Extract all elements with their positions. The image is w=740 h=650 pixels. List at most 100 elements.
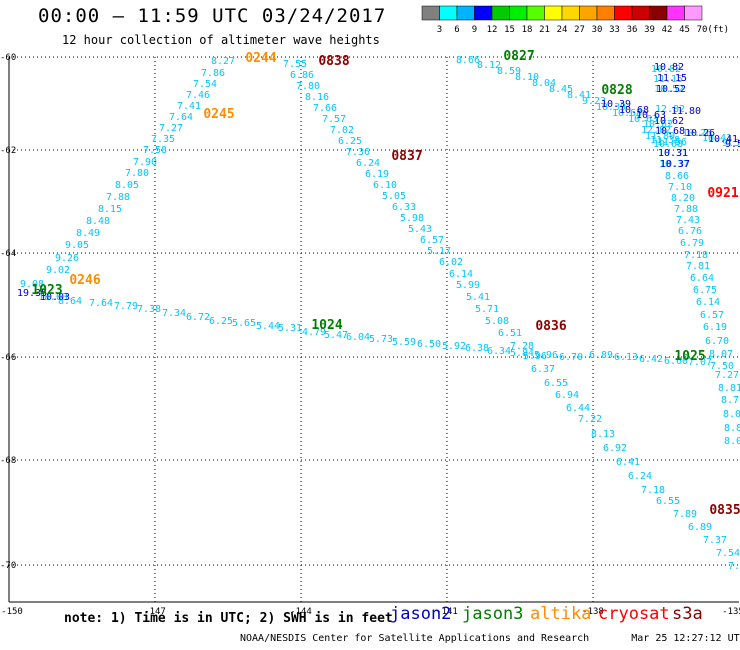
wave-height-value: 10.68 — [612, 108, 642, 119]
legend-label: 3 — [437, 25, 442, 35]
satellite-jason3: jason3 — [462, 604, 524, 624]
wave-height-value: 7.18 — [684, 250, 708, 261]
legend-label: 39 — [644, 25, 655, 35]
wave-height-value: 11.38 — [650, 135, 680, 146]
wave-height-value: 6.75 — [693, 285, 717, 296]
wave-height-value: 10.52 — [656, 84, 686, 95]
wave-height-value: 7.43 — [676, 215, 700, 226]
wave-height-value: 6.94 — [555, 390, 579, 401]
latitude-label: -62 — [0, 146, 16, 156]
wave-height-value: 7.66 — [313, 103, 337, 114]
wave-height-value: 7.36 — [346, 147, 370, 158]
wave-height-value: 6.19 — [703, 322, 727, 333]
wave-height-value: 7.90 — [133, 157, 157, 168]
wave-height-value: 5.96 — [534, 350, 558, 361]
pass-time-label: 0827 — [503, 49, 534, 64]
wave-height-value: 11.15 — [653, 74, 683, 85]
wave-height-value: 9.05 — [65, 240, 89, 251]
wave-height-value: 8.82 — [724, 423, 740, 434]
wave-height-value: 7.35 — [151, 134, 175, 145]
wave-height-value: 7.38 — [137, 304, 161, 315]
wave-height-value: 5.99 — [456, 280, 480, 291]
wave-height-value: 19.35 — [17, 288, 47, 299]
wave-height-value: 10.26 — [682, 128, 712, 139]
wave-height-value: 10.62 — [654, 116, 684, 127]
wave-height-value: 8.48 — [86, 216, 110, 227]
wave-height-value: 11.80 — [671, 106, 701, 117]
legend-label: 36 — [627, 25, 638, 35]
wave-height-value: 6.55 — [544, 378, 568, 389]
latitude-label: -70 — [0, 561, 16, 571]
wave-height-value: 5.65 — [232, 318, 256, 329]
latitude-label: -64 — [0, 249, 16, 259]
wave-height-color-legend: 3 6 9 12 15 18 21 24 27 30 33 36 39 42 45 70 (ft) — [421, 5, 729, 35]
wave-height-value: 8.13 — [591, 429, 615, 440]
wave-height-value: 5.41 — [466, 292, 490, 303]
wave-height-value: 7.64 — [89, 298, 113, 309]
wave-height-value: 8.07 — [709, 349, 733, 360]
wave-height-value: 5.44 — [256, 321, 280, 332]
wave-height-value: 5.59 — [392, 337, 416, 348]
satellite-s3a: s3a — [672, 604, 703, 624]
wave-height-value: 6.33 — [392, 202, 416, 213]
pass-time-label: 0837 — [391, 149, 422, 164]
pass-time-label: 0836 — [535, 319, 566, 334]
wave-height-value: 6.86 — [290, 70, 314, 81]
wave-height-value: 10.52 — [654, 84, 684, 95]
wave-height-value: 6.14 — [449, 269, 473, 280]
wave-height-value: 8.27 — [211, 56, 235, 67]
wave-height-value: 6.04 — [346, 332, 370, 343]
wave-height-value: 10.62 — [643, 119, 673, 130]
wave-height-value: 5.08 — [485, 316, 509, 327]
wave-height-value: 6.70 — [705, 336, 729, 347]
wave-height-value: 8.05 — [115, 180, 139, 191]
wave-height-value: 10.68 — [619, 105, 649, 116]
longitude-label: -138 — [582, 607, 604, 617]
wave-height-value: 8.59 — [497, 66, 521, 77]
wave-height-value: 10.82 — [654, 62, 684, 73]
wave-height-value: 6.25 — [338, 136, 362, 147]
wave-height-value: 5.84 — [510, 348, 534, 359]
wave-height-value: 7.27 — [715, 370, 739, 381]
wave-height-value: 10.03 — [40, 292, 70, 303]
satellite-cryosat: cryosat — [598, 604, 670, 624]
wave-height-value: 5.47 — [324, 330, 348, 341]
pass-time-label: 1024 — [311, 318, 342, 333]
wave-height-value: 9.26 — [55, 253, 79, 264]
wave-height-value: 6.24 — [628, 471, 652, 482]
wave-height-value: 10.03 — [38, 292, 68, 303]
wave-height-value: 7.07 — [688, 357, 712, 368]
wave-height-value: 8.10 — [515, 72, 539, 83]
wave-height-value: 8.12 — [477, 60, 501, 71]
wave-height-value: 10.68 — [655, 126, 685, 137]
wave-height-value: 7.88 — [106, 192, 130, 203]
wave-height-value: 6.50 — [417, 339, 441, 350]
wave-height-value: 6.41 — [616, 457, 640, 468]
pass-time-label: 0244 — [245, 51, 276, 66]
wave-height-value: 10.39 — [601, 99, 631, 110]
wave-height-value: 6.89 — [589, 350, 613, 361]
wave-height-value: 8.64 — [58, 296, 82, 307]
wave-height-value: 5.43 — [408, 224, 432, 235]
wave-height-value: 11.56 — [657, 137, 687, 148]
wave-height-value: 8.02 — [724, 436, 740, 447]
legend-label: (ft) — [707, 25, 729, 35]
wave-height-value: 8.15 — [98, 204, 122, 215]
wave-height-value: 7.34 — [162, 308, 186, 319]
wave-height-value: 7.22 — [578, 414, 602, 425]
wave-height-value: 7.46 — [186, 90, 210, 101]
wave-height-value: 10.68 — [653, 139, 683, 150]
wave-height-value: 6.72 — [186, 312, 210, 323]
wave-height-value: 6.34 — [487, 346, 511, 357]
wave-height-value: 11.80 — [645, 131, 675, 142]
wave-height-value: 10.39 — [596, 102, 626, 113]
longitude-label: -150 — [1, 607, 23, 617]
wave-height-value: 12.82 — [641, 125, 671, 136]
units-note: note: 1) Time is in UTC; 2) SWH is in fe… — [64, 611, 393, 626]
wave-height-value: 10.37 — [660, 159, 690, 170]
wave-height-value: 5.73 — [369, 334, 393, 345]
wave-height-value: 10.63 — [636, 110, 666, 121]
wave-height-value: 7.18 — [641, 485, 665, 496]
wave-height-value: 6.14 — [696, 297, 720, 308]
